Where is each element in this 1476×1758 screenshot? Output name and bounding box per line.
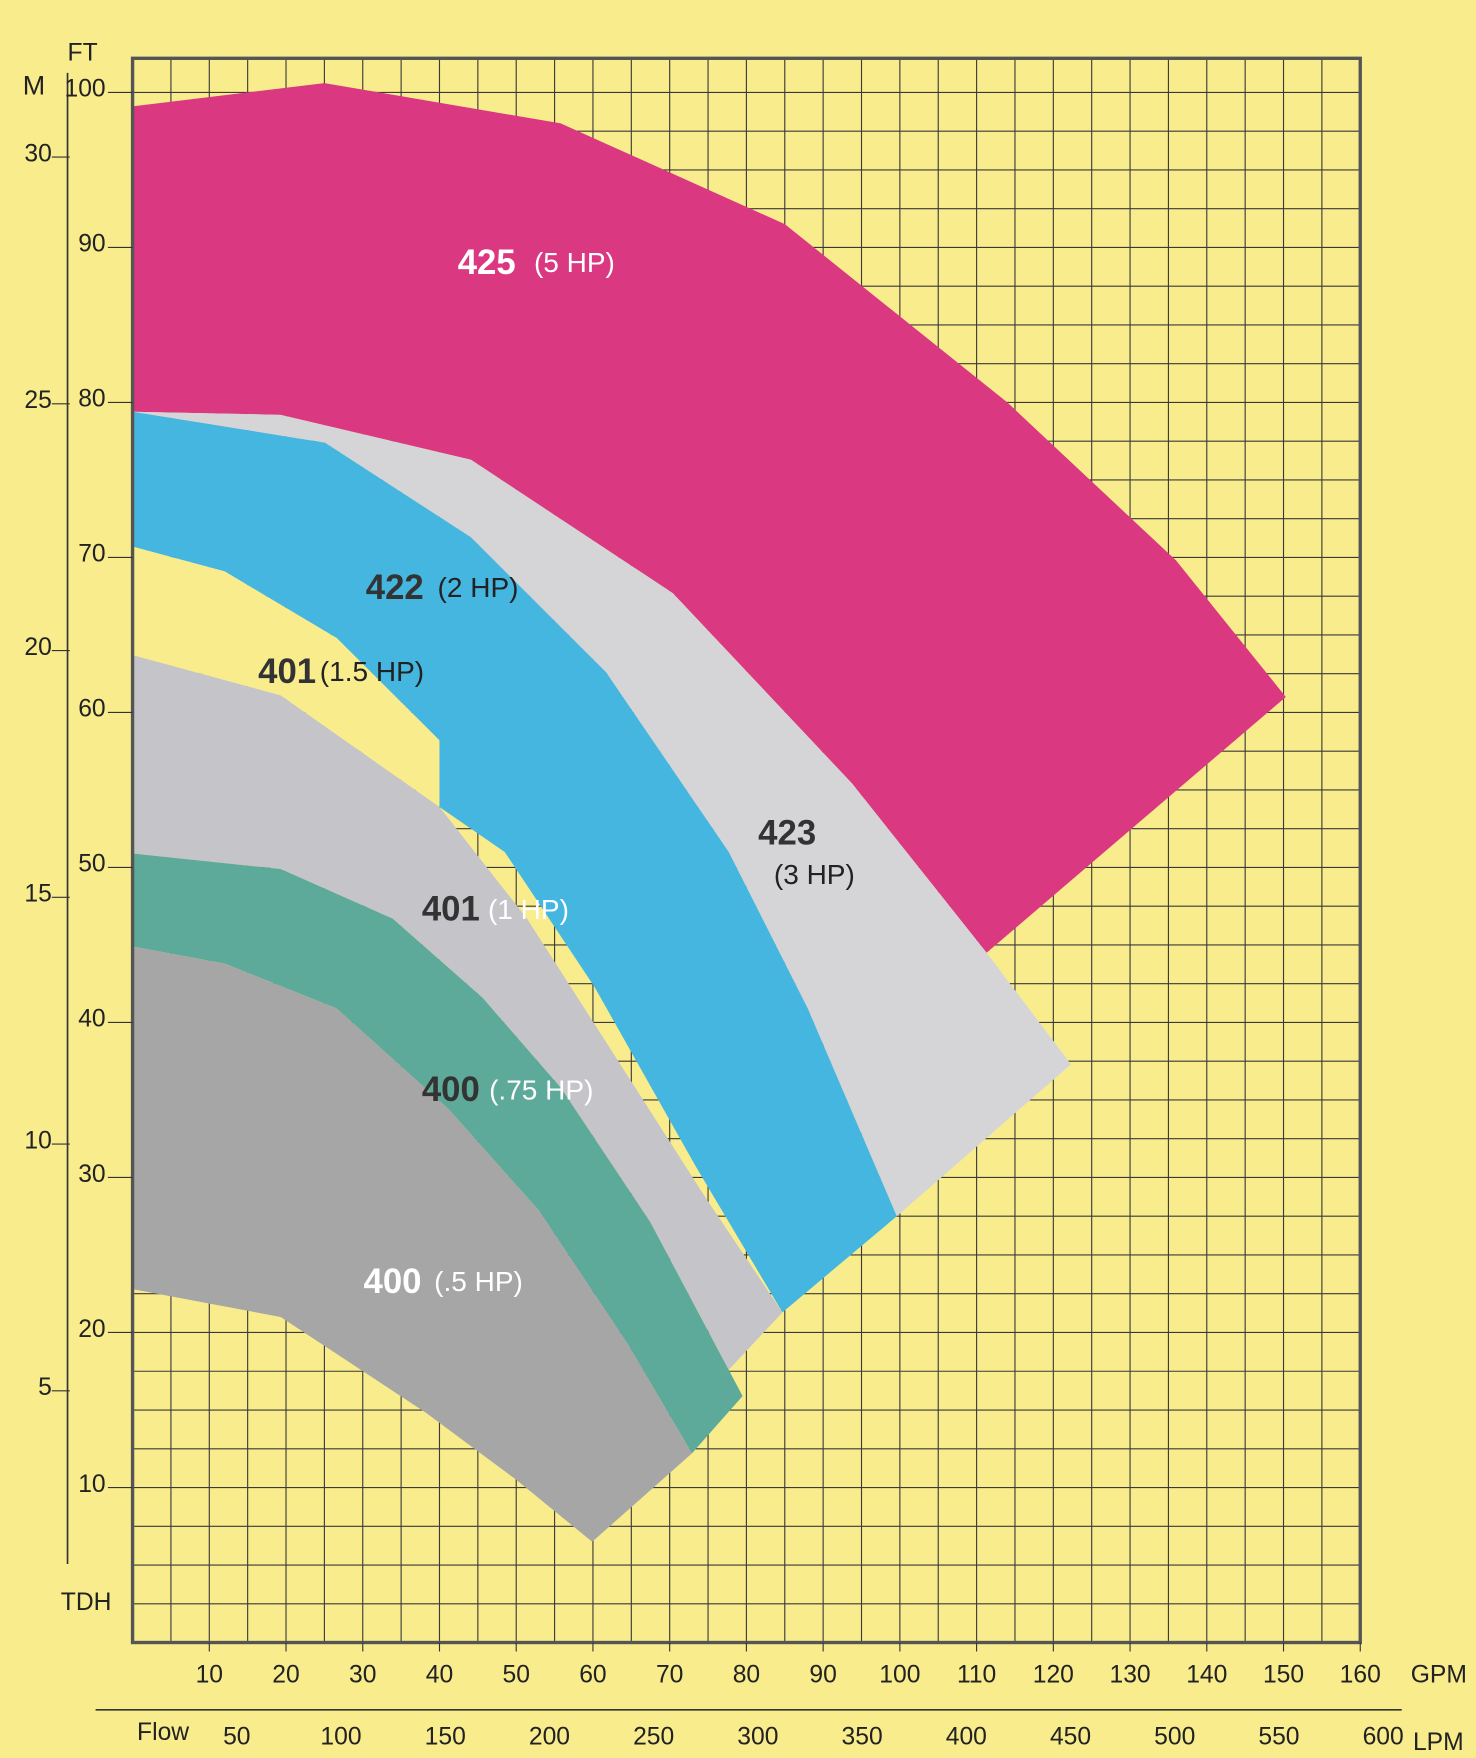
x2-tick-label: 400 — [946, 1723, 987, 1750]
y-tick-label: 10 — [78, 1471, 105, 1498]
x-tick-label: 100 — [879, 1662, 920, 1689]
x-tick-label: 130 — [1109, 1662, 1150, 1689]
y-tick-label: 100 — [65, 76, 106, 103]
y-tick-label: 50 — [78, 851, 105, 878]
series-label: (1.5 HP) — [320, 656, 424, 687]
band — [132, 411, 897, 1313]
y2-tick-label: 15 — [24, 881, 51, 908]
x2-tick-label: 350 — [842, 1723, 883, 1750]
y2-tick-label: 5 — [38, 1374, 52, 1401]
band — [132, 655, 783, 1370]
series-name: 400 — [364, 1263, 422, 1301]
tdh-label: TDH — [61, 1589, 112, 1616]
x-tick-label: 120 — [1033, 1662, 1074, 1689]
x-tick-label: 150 — [1263, 1662, 1304, 1689]
series-label: (.75 HP) — [489, 1074, 593, 1105]
x-tick-label: 70 — [656, 1662, 683, 1689]
x-tick-label: 10 — [196, 1662, 223, 1689]
band — [132, 853, 743, 1454]
series-label: (3 HP) — [774, 859, 855, 890]
series-name: 401 — [422, 891, 480, 929]
x2-tick-label: 450 — [1050, 1723, 1091, 1750]
series-name: 401 — [258, 653, 316, 691]
band — [132, 946, 692, 1542]
band — [132, 83, 1286, 953]
x-tick-label: 60 — [579, 1662, 606, 1689]
bands — [132, 83, 1286, 1542]
x-tick-label: 160 — [1340, 1662, 1381, 1689]
y2-tick-label: 25 — [24, 387, 51, 414]
x2-tick-label: 500 — [1154, 1723, 1195, 1750]
x2-tick-label: 600 — [1363, 1723, 1404, 1750]
x-axis-label: GPM — [1411, 1662, 1467, 1689]
y-tick-label: 80 — [78, 386, 105, 413]
x-tick-label: 140 — [1186, 1662, 1227, 1689]
y2-tick-label: 30 — [24, 140, 51, 167]
x2-tick-label: 100 — [320, 1723, 361, 1750]
x-tick-label: 90 — [809, 1662, 836, 1689]
x-tick-label: 40 — [426, 1662, 453, 1689]
band — [132, 546, 440, 808]
x-tick-label: 110 — [957, 1662, 996, 1689]
series-name: 423 — [758, 814, 816, 852]
x2-tick-label: 50 — [223, 1723, 250, 1750]
x2-axis-label: LPM — [1413, 1729, 1464, 1756]
x2-tick-label: 150 — [425, 1723, 466, 1750]
y-axis-label: FT — [68, 39, 98, 66]
x2-tick-label: 250 — [633, 1723, 674, 1750]
x-tick-label: 20 — [272, 1662, 299, 1689]
y-tick-label: 40 — [78, 1006, 105, 1033]
series-name: 425 — [458, 244, 516, 282]
y2-axis-label: M — [23, 71, 45, 101]
y-tick-label: 90 — [78, 231, 105, 258]
band — [132, 411, 1071, 1217]
y-tick-label: 70 — [78, 541, 105, 568]
x2-tick-label: 300 — [737, 1723, 778, 1750]
y2-tick-label: 10 — [24, 1127, 51, 1154]
series-label: (2 HP) — [438, 572, 519, 603]
x-tick-label: 50 — [502, 1662, 529, 1689]
series-label: (1 HP) — [488, 894, 569, 925]
series-label: (5 HP) — [534, 247, 615, 278]
series-name: 400 — [422, 1071, 480, 1109]
series-label: (.5 HP) — [434, 1266, 523, 1297]
y-tick-label: 20 — [78, 1316, 105, 1343]
series-name: 422 — [366, 569, 424, 607]
x2-tick-label: 200 — [529, 1723, 570, 1750]
x-tick-label: 30 — [349, 1662, 376, 1689]
labels: 10 20 30 40 50 60 70 80 90 100 110 120 130 140 150 160 5… — [24, 76, 1403, 1751]
x-tick-label: 80 — [733, 1662, 760, 1689]
x2-tick-label: 550 — [1258, 1723, 1299, 1750]
y-tick-label: 60 — [78, 696, 105, 723]
flow-label: Flow — [137, 1719, 189, 1746]
y2-tick-label: 20 — [24, 634, 51, 661]
y-tick-label: 30 — [78, 1161, 105, 1188]
